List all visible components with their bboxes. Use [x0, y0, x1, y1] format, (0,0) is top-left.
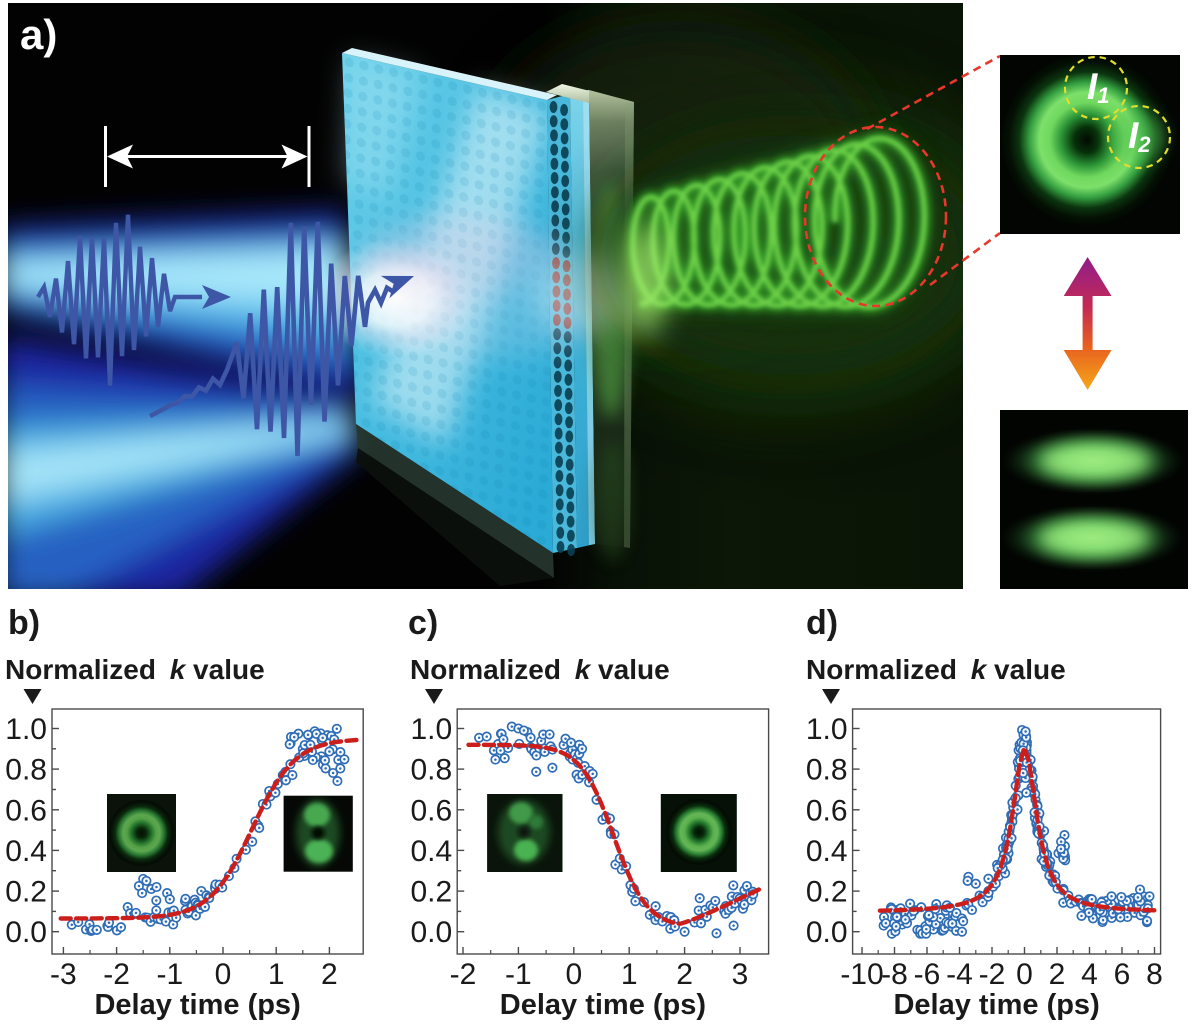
svg-text:0.2: 0.2: [806, 876, 848, 909]
svg-text:2: 2: [1049, 958, 1066, 991]
svg-text:0: 0: [565, 958, 582, 991]
svg-text:6: 6: [1114, 958, 1131, 991]
svg-text:0.4: 0.4: [806, 835, 848, 868]
svg-text:1.0: 1.0: [410, 713, 452, 746]
svg-text:0.8: 0.8: [5, 754, 47, 787]
svg-text:0: 0: [1016, 958, 1033, 991]
svg-text:-6: -6: [914, 958, 941, 991]
svg-text:0.0: 0.0: [410, 916, 452, 949]
svg-text:Delay time (ps): Delay time (ps): [500, 989, 706, 1021]
svg-text:0.4: 0.4: [5, 835, 47, 868]
svg-text:0.6: 0.6: [410, 794, 452, 827]
svg-text:c): c): [408, 604, 438, 642]
svg-text:4: 4: [1081, 958, 1098, 991]
svg-text:0.0: 0.0: [806, 916, 848, 949]
svg-text:b): b): [8, 604, 40, 642]
svg-text:Normalized k value: Normalized k value: [5, 654, 265, 685]
svg-text:-2: -2: [979, 958, 1006, 991]
svg-text:0.2: 0.2: [5, 876, 47, 909]
svg-text:2: 2: [321, 958, 338, 991]
svg-text:Normalized k value: Normalized k value: [410, 654, 670, 685]
svg-text:0.0: 0.0: [5, 916, 47, 949]
svg-text:0.2: 0.2: [410, 876, 452, 909]
svg-text:-2: -2: [103, 958, 130, 991]
svg-text:0.6: 0.6: [806, 794, 848, 827]
svg-text:2: 2: [676, 958, 693, 991]
svg-text:-4: -4: [946, 958, 973, 991]
svg-text:1: 1: [621, 958, 638, 991]
svg-text:3: 3: [732, 958, 749, 991]
svg-text:1.0: 1.0: [806, 713, 848, 746]
svg-text:8: 8: [1146, 958, 1163, 991]
svg-text:0.6: 0.6: [5, 794, 47, 827]
svg-text:-2: -2: [450, 958, 477, 991]
svg-text:Delay time (ps): Delay time (ps): [94, 989, 300, 1021]
svg-text:-1: -1: [156, 958, 183, 991]
svg-text:0: 0: [215, 958, 232, 991]
svg-text:1.0: 1.0: [5, 713, 47, 746]
svg-text:0.8: 0.8: [806, 754, 848, 787]
svg-text:0.8: 0.8: [410, 754, 452, 787]
svg-text:-8: -8: [881, 958, 908, 991]
svg-text:d): d): [806, 604, 838, 642]
svg-text:-10: -10: [840, 958, 883, 991]
svg-text:Delay time (ps): Delay time (ps): [893, 989, 1099, 1021]
svg-text:1: 1: [268, 958, 285, 991]
svg-text:a): a): [20, 11, 57, 58]
svg-text:Normalized k value: Normalized k value: [806, 654, 1066, 685]
svg-text:-3: -3: [50, 958, 77, 991]
svg-text:-1: -1: [505, 958, 532, 991]
svg-text:0.4: 0.4: [410, 835, 452, 868]
